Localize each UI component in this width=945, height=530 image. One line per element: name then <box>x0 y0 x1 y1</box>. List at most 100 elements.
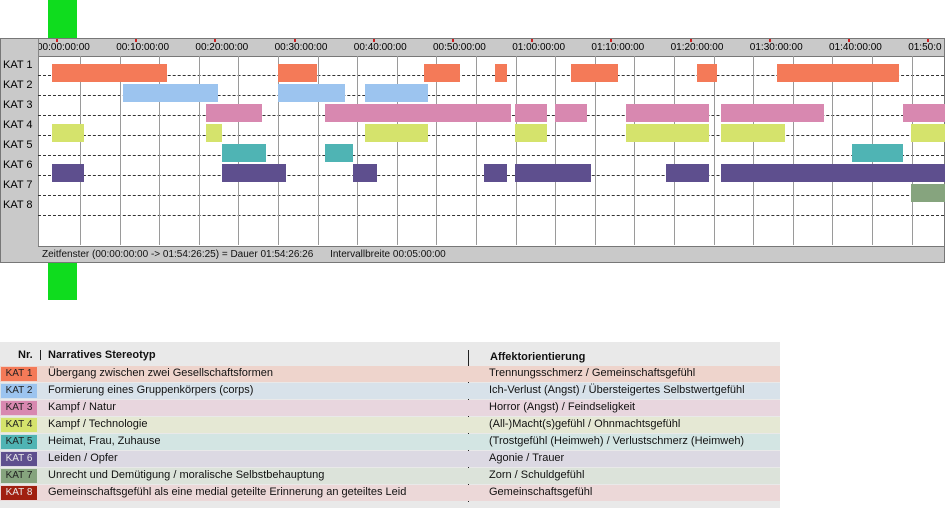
interval-gridline <box>792 56 794 245</box>
zeitfenster-text: Zeitfenster (00:00:00:00 -> 01:54:26:25)… <box>42 249 314 260</box>
segment-kat-4[interactable] <box>721 124 785 142</box>
interval-gridline <box>555 56 557 245</box>
segment-kat-2[interactable] <box>277 84 345 102</box>
segment-kat-3[interactable] <box>515 104 547 122</box>
legend-row: KAT 1 Übergang zwischen zwei Gesellschaft… <box>0 366 780 382</box>
row-label-kat-1: KAT 1 <box>3 59 33 71</box>
row-guide-line <box>38 135 944 136</box>
tick-mark <box>56 39 58 42</box>
tick-mark <box>610 39 613 42</box>
segment-kat-3[interactable] <box>325 104 512 122</box>
segment-kat-4[interactable] <box>515 124 547 142</box>
affekt-text: Horror (Angst) / Feindseligkeit <box>489 401 636 413</box>
intervall-text: Intervallbreite 00:05:00:00 <box>330 249 446 260</box>
segment-kat-3[interactable] <box>903 104 945 122</box>
segment-kat-5[interactable] <box>222 144 266 162</box>
row-label-kat-3: KAT 3 <box>3 99 33 111</box>
legend-row: KAT 5 Heimat, Frau, Zuhause (Trostgefühl (… <box>0 434 780 450</box>
row-label-column: KAT 1 KAT 2 KAT 3 KAT 4 KAT 5 KAT 6 KAT 7 KAT 8 <box>1 39 39 262</box>
row-label-kat-8: KAT 8 <box>3 199 33 211</box>
category-badge: KAT 8 <box>1 486 37 500</box>
row-label-kat-5: KAT 5 <box>3 139 33 151</box>
segment-kat-1[interactable] <box>424 64 460 82</box>
row-guide-line <box>38 155 944 156</box>
tick-label: 00:20:00:00 <box>195 42 249 53</box>
category-badge: KAT 4 <box>1 418 37 432</box>
interval-gridline <box>396 56 398 245</box>
segment-kat-3[interactable] <box>721 104 825 122</box>
interval-gridline <box>436 56 438 245</box>
segment-kat-1[interactable] <box>697 64 718 82</box>
narrative-text: Leiden / Opfer <box>48 452 118 464</box>
interval-gridline <box>357 56 359 245</box>
affekt-text: (All-)Macht(s)gefühl / Ohnmachtsgefühl <box>489 418 681 430</box>
segment-kat-4[interactable] <box>206 124 223 142</box>
status-bar: Zeitfenster (00:00:00:00 -> 01:54:26:25)… <box>38 246 944 262</box>
tick-mark <box>531 39 534 42</box>
timeline-panel: 00:00:00:00 00:10:00:00 00:20:00:00 00:30:0… <box>0 38 945 263</box>
segment-kat-2[interactable] <box>123 84 219 102</box>
segment-kat-1[interactable] <box>570 64 619 82</box>
category-badge: KAT 2 <box>1 384 37 398</box>
segment-kat-7[interactable] <box>911 184 945 202</box>
row-label-kat-7: KAT 7 <box>3 179 33 191</box>
interval-gridline <box>515 56 517 245</box>
interval-gridline <box>674 56 675 245</box>
interval-gridline <box>634 56 636 245</box>
segment-kat-4[interactable] <box>51 124 84 142</box>
interval-gridline <box>159 56 161 245</box>
affekt-text: Ich-Verlust (Angst) / Übersteigertes Sel… <box>489 384 745 396</box>
segment-kat-4[interactable] <box>364 124 429 142</box>
interval-gridline <box>278 56 279 245</box>
tick-label: 00:00:00:00 <box>37 42 90 53</box>
affekt-text: Trennungsschmerz / Gemeinschaftsgefühl <box>489 367 696 379</box>
segment-kat-1[interactable] <box>495 64 508 82</box>
segment-kat-6[interactable] <box>515 164 591 182</box>
tick-label: 01:20:00:00 <box>670 42 724 53</box>
tick-mark <box>927 39 930 42</box>
segment-kat-1[interactable] <box>776 64 900 82</box>
interval-gridline <box>198 56 200 245</box>
timeline-grid[interactable] <box>38 56 945 256</box>
segment-kat-4[interactable] <box>911 124 945 142</box>
category-badge: KAT 1 <box>1 367 37 381</box>
playhead-marker-top[interactable] <box>48 0 77 38</box>
segment-kat-6[interactable] <box>665 164 710 182</box>
category-badge: KAT 3 <box>1 401 37 415</box>
tick-label: 01:30:00:00 <box>749 42 803 53</box>
narrative-text: Übergang zwischen zwei Gesellschaftsform… <box>48 367 273 379</box>
tick-label: 01:10:00:00 <box>591 42 645 53</box>
interval-gridline <box>911 56 913 245</box>
row-guide-line <box>38 75 944 76</box>
segment-kat-2[interactable] <box>364 84 429 102</box>
playhead-marker-bottom[interactable] <box>48 263 77 300</box>
row-guide-line <box>38 195 944 196</box>
segment-kat-5[interactable] <box>325 144 353 162</box>
segment-kat-3[interactable] <box>206 104 262 122</box>
segment-kat-6[interactable] <box>222 164 286 182</box>
tick-label: 01:00:00:00 <box>512 42 566 53</box>
narrative-text: Kampf / Natur <box>48 401 116 413</box>
tick-label: 01:50:0 <box>908 42 942 53</box>
segment-kat-1[interactable] <box>277 64 318 82</box>
segment-kat-1[interactable] <box>51 64 167 82</box>
tick-mark <box>135 39 138 42</box>
segment-kat-3[interactable] <box>554 104 587 122</box>
tick-mark <box>372 39 375 42</box>
interval-gridline <box>753 56 755 245</box>
segment-kat-6[interactable] <box>352 164 377 182</box>
row-label-kat-2: KAT 2 <box>3 79 33 91</box>
affekt-text: Zorn / Schuldgefühl <box>489 469 585 481</box>
segment-kat-3[interactable] <box>626 104 710 122</box>
segment-kat-4[interactable] <box>626 124 710 142</box>
segment-kat-5[interactable] <box>851 144 904 162</box>
row-label-kat-6: KAT 6 <box>3 159 33 171</box>
tick-label: 00:50:00:00 <box>433 42 486 53</box>
time-ruler[interactable]: 00:00:00:00 00:10:00:00 00:20:00:00 00:30:0… <box>37 39 944 57</box>
legend-header-narrative: Narratives Stereotyp <box>48 349 156 361</box>
tick-label: 00:30:00:00 <box>274 42 328 53</box>
segment-kat-6[interactable] <box>51 164 84 182</box>
segment-kat-6[interactable] <box>721 164 945 182</box>
legend-header-nr: Nr. <box>18 349 33 361</box>
segment-kat-6[interactable] <box>483 164 508 182</box>
